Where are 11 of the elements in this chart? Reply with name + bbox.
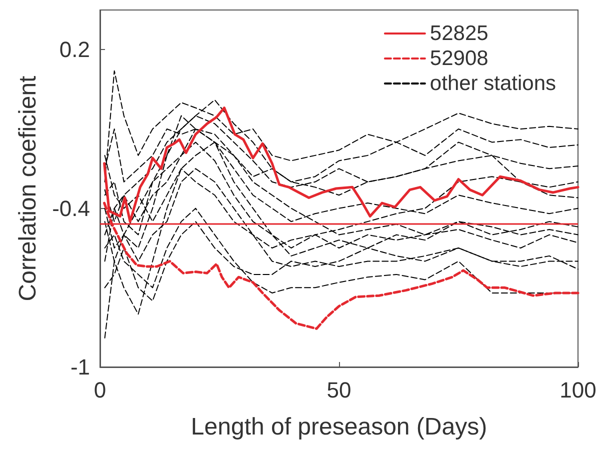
y-axis-title: Correlation coeficient <box>14 75 42 302</box>
legend-label: other stations <box>430 72 556 95</box>
y-tick-label: 0.2 <box>59 37 90 62</box>
y-tick-label: -0.4 <box>52 196 90 221</box>
legend-label: 52908 <box>430 47 488 70</box>
x-tick-label: 50 <box>326 378 352 402</box>
legend-label: 52825 <box>430 22 488 45</box>
y-tick-label: -1 <box>70 354 90 380</box>
x-axis-title: Length of preseason (Days) <box>190 414 488 440</box>
x-tick-label: 0 <box>94 378 106 402</box>
x-tick-label: 100 <box>560 378 596 402</box>
